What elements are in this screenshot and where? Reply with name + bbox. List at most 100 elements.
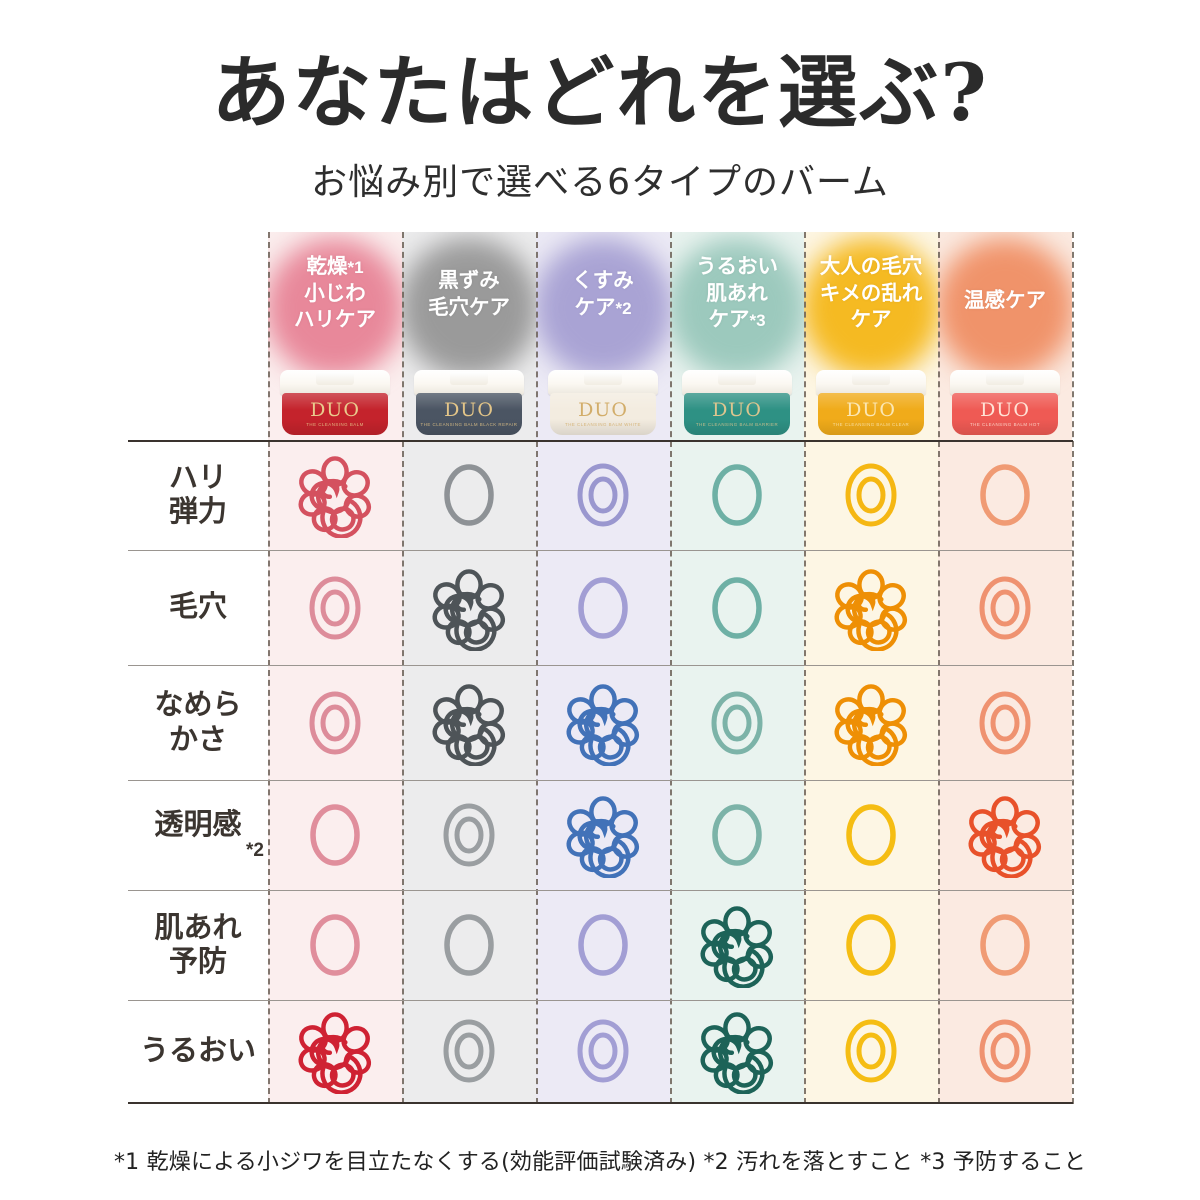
single-circle-icon	[578, 914, 628, 976]
single-circle-icon	[310, 914, 360, 976]
header-glow-blob	[536, 238, 670, 378]
row-footnote-marker: *2	[246, 839, 264, 861]
rating-cell-row-smoothness-col-dry-fineline[interactable]	[268, 665, 402, 780]
jar-brand-logo: DUO	[444, 399, 494, 421]
rating-cell-row-clarity-col-blackhead-pore[interactable]	[402, 780, 536, 890]
product-jar-col-dullness[interactable]: DUO THE CLEANSING BALM WHITE	[547, 370, 659, 436]
double-circle-icon	[979, 1019, 1031, 1083]
jar-tagline: THE CLEANSING BALM BARRIER	[695, 422, 779, 427]
rating-cell-row-rough-prevention-col-dry-fineline[interactable]	[268, 890, 402, 1000]
rating-cell-row-moisture-col-warming[interactable]	[938, 1000, 1072, 1102]
rating-cell-row-rough-prevention-col-adult-pore-texture[interactable]	[804, 890, 938, 1000]
column-header-col-adult-pore-texture[interactable]: 大人の毛穴 キメの乱れ ケア DUO THE CLEANSING BALM CLEAR	[804, 232, 938, 440]
rating-cell-row-smoothness-col-moisture-roughness[interactable]	[670, 665, 804, 780]
header-glow-blob	[670, 238, 804, 378]
jar-lid	[548, 370, 658, 395]
row-label-line: 弾力	[168, 496, 227, 528]
rating-cell-row-clarity-col-moisture-roughness[interactable]	[670, 780, 804, 890]
product-jar-col-dry-fineline[interactable]: DUO THE CLEANSING BALM	[279, 370, 391, 436]
rating-cell-row-rough-prevention-col-dullness[interactable]	[536, 890, 670, 1000]
column-header-label: 温感ケア	[964, 289, 1046, 312]
row-label-row-pores: 毛穴	[128, 550, 268, 665]
row-label-row-firmness: ハリ 弾力	[128, 440, 268, 550]
page-title: あなたはどれを選ぶ?	[211, 46, 989, 139]
product-jar-col-warming[interactable]: DUO THE CLEANSING BALM HOT	[949, 370, 1061, 436]
rating-cell-row-firmness-col-moisture-roughness[interactable]	[670, 440, 804, 550]
double-circle-icon	[443, 803, 495, 867]
row-label-row-rough-prevention: 肌あれ 予防	[128, 890, 268, 1000]
column-header-col-warming[interactable]: 温感ケア DUO THE CLEANSING BALM HOT	[938, 232, 1072, 440]
column-header-col-dullness[interactable]: くすみ ケア*2 DUO THE CLEANSING BALM WHITE	[536, 232, 670, 440]
rating-cell-row-rough-prevention-col-warming[interactable]	[938, 890, 1072, 1000]
row-divider	[128, 550, 1073, 551]
single-circle-icon	[712, 576, 762, 639]
column-header-label: うるおい 肌あれ ケア*3	[696, 255, 778, 332]
single-circle-icon	[712, 804, 762, 866]
column-divider	[1072, 232, 1074, 1104]
rating-cell-row-rough-prevention-col-blackhead-pore[interactable]	[402, 890, 536, 1000]
rating-cell-row-moisture-col-moisture-roughness[interactable]	[670, 1000, 804, 1102]
header-glow-blob	[402, 238, 536, 378]
double-circle-icon	[979, 691, 1031, 754]
product-jar-col-blackhead-pore[interactable]: DUO THE CLEANSING BALM BLACK REPAIR	[413, 370, 525, 436]
header-footnote-marker: *2	[615, 298, 632, 318]
rating-cell-row-pores-col-dullness[interactable]	[536, 550, 670, 665]
column-header-col-moisture-roughness[interactable]: うるおい 肌あれ ケア*3 DUO THE CLEANSING BALM BARRIER	[670, 232, 804, 440]
column-header-col-dry-fineline[interactable]: 乾燥*1 小じわ ハリケア DUO THE CLEANSING BALM	[268, 232, 402, 440]
rating-cell-row-clarity-col-warming[interactable]	[938, 780, 1072, 890]
row-divider	[128, 440, 1073, 442]
header-glow-blob	[268, 238, 402, 378]
jar-body: DUO THE CLEANSING BALM HOT	[952, 393, 1058, 435]
page-subtitle: お悩み別で選べる6タイプのバーム	[311, 161, 889, 203]
rating-cell-row-pores-col-warming[interactable]	[938, 550, 1072, 665]
rating-cell-row-pores-col-adult-pore-texture[interactable]	[804, 550, 938, 665]
column-divider	[804, 232, 806, 1104]
column-divider	[938, 232, 940, 1104]
rating-cell-row-firmness-col-blackhead-pore[interactable]	[402, 440, 536, 550]
product-jar-col-moisture-roughness[interactable]: DUO THE CLEANSING BALM BARRIER	[681, 370, 793, 436]
rating-cell-row-moisture-col-dry-fineline[interactable]	[268, 1000, 402, 1102]
product-jar-col-adult-pore-texture[interactable]: DUO THE CLEANSING BALM CLEAR	[815, 370, 927, 436]
column-header-col-blackhead-pore[interactable]: 黒ずみ 毛穴ケア DUO THE CLEANSING BALM BLACK REPAI…	[402, 232, 536, 440]
single-circle-icon	[578, 576, 628, 639]
rating-cell-row-moisture-col-dullness[interactable]	[536, 1000, 670, 1102]
product-comparison-table: 乾燥*1 小じわ ハリケア DUO THE CLEANSING BALM 黒ずみ 毛穴ケア D…	[128, 232, 1074, 1104]
rating-cell-row-moisture-col-adult-pore-texture[interactable]	[804, 1000, 938, 1102]
rating-cell-row-smoothness-col-blackhead-pore[interactable]	[402, 665, 536, 780]
rating-cell-row-firmness-col-adult-pore-texture[interactable]	[804, 440, 938, 550]
column-header-label: 乾燥*1 小じわ ハリケア	[294, 255, 376, 332]
rating-cell-row-moisture-col-blackhead-pore[interactable]	[402, 1000, 536, 1102]
double-circle-icon	[711, 691, 763, 754]
jar-brand-logo: DUO	[712, 399, 762, 421]
row-label-line: 予防	[168, 946, 227, 978]
jar-tagline: THE CLEANSING BALM WHITE	[565, 422, 641, 427]
column-divider	[402, 232, 404, 1104]
rating-cell-row-firmness-col-dullness[interactable]	[536, 440, 670, 550]
rating-cell-row-rough-prevention-col-moisture-roughness[interactable]	[670, 890, 804, 1000]
jar-tagline: THE CLEANSING BALM	[306, 422, 364, 427]
rating-cell-row-clarity-col-adult-pore-texture[interactable]	[804, 780, 938, 890]
rating-cell-row-smoothness-col-adult-pore-texture[interactable]	[804, 665, 938, 780]
single-circle-icon	[444, 464, 494, 526]
jar-lid	[414, 370, 524, 395]
single-circle-icon	[712, 464, 762, 526]
rating-cell-row-firmness-col-dry-fineline[interactable]	[268, 440, 402, 550]
rating-cell-row-clarity-col-dry-fineline[interactable]	[268, 780, 402, 890]
column-header-label: くすみ ケア*2	[572, 269, 634, 319]
rating-cell-row-smoothness-col-dullness[interactable]	[536, 665, 670, 780]
single-circle-icon	[980, 914, 1030, 976]
row-divider	[128, 780, 1073, 781]
single-circle-icon	[444, 914, 494, 976]
single-circle-icon	[310, 804, 360, 866]
flower-rating-icon	[432, 568, 506, 651]
row-divider	[128, 890, 1073, 891]
double-circle-icon	[309, 691, 361, 754]
double-circle-icon	[577, 463, 629, 527]
rating-cell-row-clarity-col-dullness[interactable]	[536, 780, 670, 890]
rating-cell-row-firmness-col-warming[interactable]	[938, 440, 1072, 550]
rating-cell-row-pores-col-dry-fineline[interactable]	[268, 550, 402, 665]
rating-cell-row-pores-col-blackhead-pore[interactable]	[402, 550, 536, 665]
rating-cell-row-smoothness-col-warming[interactable]	[938, 665, 1072, 780]
jar-brand-logo: DUO	[846, 399, 896, 421]
rating-cell-row-pores-col-moisture-roughness[interactable]	[670, 550, 804, 665]
